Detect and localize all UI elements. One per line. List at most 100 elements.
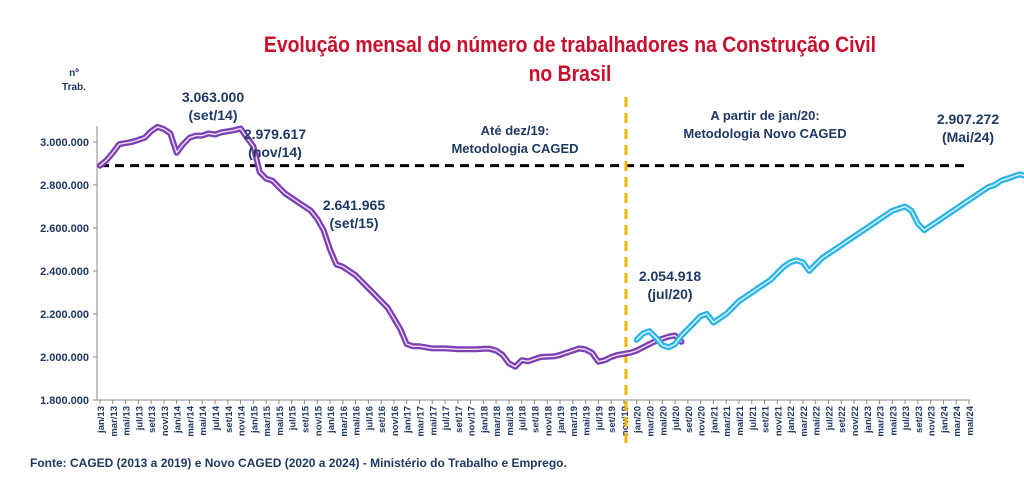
x-tick-label: jan/15	[249, 405, 260, 434]
x-tick-label: nov/17	[467, 406, 478, 436]
x-tick-label: jan/16	[326, 406, 337, 434]
x-tick-label: set/17	[454, 406, 465, 433]
x-tick-label: set/20	[684, 406, 695, 433]
x-tick-label: jan/19	[556, 406, 567, 434]
x-tick-label: mar/16	[339, 406, 350, 437]
x-tick-label: jul/13	[134, 406, 145, 431]
x-tick-label: nov/18	[543, 406, 554, 436]
x-tick-label: mar/14	[185, 405, 196, 436]
x-tick-label: nov/20	[697, 406, 708, 436]
x-tick-label: jul/15	[288, 405, 299, 431]
x-tick-label: jan/20	[633, 406, 644, 434]
annotation-novo-line1: A partir de jan/20:	[710, 108, 819, 123]
x-tick-label: set/18	[531, 406, 542, 433]
annotation-sep14-line1: 3.063.000	[182, 89, 244, 105]
y-tick-label: 1.800.000	[40, 395, 89, 407]
annotation-caged-line1: Até dez/19:	[481, 123, 550, 138]
x-tick-label: jul/16	[364, 406, 375, 431]
y-axis-unit-line2: Trab.	[62, 82, 86, 93]
caged-series-line-highlight	[99, 126, 683, 368]
x-tick-label: set/22	[837, 406, 848, 433]
x-tick-label: set/13	[147, 406, 158, 433]
x-tick-label: mai/23	[888, 406, 899, 436]
x-tick-label: set/19	[607, 406, 618, 433]
x-tick-label: mai/21	[735, 405, 746, 435]
x-tick-label: jan/18	[479, 406, 490, 434]
novo-caged-series-line	[633, 171, 1024, 351]
x-tick-label: set/23	[914, 406, 925, 433]
novo-caged-series-line-highlight	[636, 173, 1024, 348]
annotation-may24-line1: 2.907.272	[937, 111, 999, 127]
x-tick-label: jan/22	[786, 406, 797, 434]
x-tick-label: mar/13	[109, 406, 120, 437]
x-tick-label: set/15	[300, 405, 311, 433]
x-tick-label: mar/21	[722, 405, 733, 436]
x-tick-label: mar/22	[799, 406, 810, 437]
y-tick-label: 2.600.000	[40, 223, 89, 235]
x-tick-label: jul/22	[824, 406, 835, 431]
annotation-nov14-line2: (nov/14)	[248, 144, 302, 160]
x-tick-label: jul/20	[671, 406, 682, 431]
annotation-caged-line2: Metodologia CAGED	[451, 141, 578, 156]
x-tick-label: mai/13	[122, 406, 133, 436]
y-tick-label: 2.400.000	[40, 266, 89, 278]
source-note: Fonte: CAGED (2013 a 2019) e Novo CAGED …	[30, 456, 567, 470]
annotation-may24-line2: (Mai/24)	[942, 129, 994, 145]
annotation-sep15-line2: (set/15)	[329, 215, 378, 231]
y-tick-label: 2.000.000	[40, 352, 89, 364]
y-axis-unit-line1: nº	[69, 68, 79, 79]
x-tick-label: jul/21	[748, 405, 759, 431]
x-tick-label: mai/17	[428, 406, 439, 436]
x-tick-label: mar/15	[262, 405, 273, 436]
annotation-jul20-line2: (jul/20)	[647, 286, 692, 302]
x-tick-label: nov/13	[160, 406, 171, 436]
x-tick-label: mai/19	[582, 406, 593, 436]
x-tick-label: jan/24	[939, 405, 950, 434]
x-tick-label: set/14	[224, 405, 235, 433]
x-tick-label: mai/20	[658, 406, 669, 436]
x-tick-label: mar/19	[569, 406, 580, 437]
x-tick-label: jul/17	[441, 406, 452, 431]
x-tick-label: mai/18	[505, 406, 516, 436]
x-tick-label: nov/22	[850, 406, 861, 436]
annotation-nov14-line1: 2.979.617	[244, 126, 306, 142]
annotation-jul20-line1: 2.054.918	[639, 268, 701, 284]
x-tick-label: mar/23	[876, 406, 887, 437]
chart-title: Evolução mensal do número de trabalhador…	[218, 30, 922, 88]
x-tick-label: mar/18	[492, 406, 503, 437]
x-tick-label: jan/17	[403, 406, 414, 434]
x-tick-label: jul/23	[901, 406, 912, 431]
x-tick-label: mai/15	[275, 405, 286, 435]
x-tick-label: set/16	[377, 406, 388, 433]
x-tick-label: mai/16	[352, 406, 363, 436]
x-tick-label: mai/14	[198, 405, 209, 435]
x-tick-label: nov/21	[773, 405, 784, 436]
annotation-sep14-line2: (set/14)	[188, 107, 237, 123]
x-tick-label: jan/13	[96, 406, 107, 434]
y-tick-label: 2.200.000	[40, 309, 89, 321]
annotation-sep15-line1: 2.641.965	[323, 197, 385, 213]
y-axis-unit: nº Trab.	[52, 67, 96, 95]
x-tick-label: mai/22	[812, 406, 823, 436]
x-tick-label: nov/23	[927, 406, 938, 436]
x-tick-label: mai/24	[965, 405, 976, 435]
x-tick-label: nov/16	[390, 406, 401, 436]
y-tick-label: 2.800.000	[40, 180, 89, 192]
x-tick-label: mar/20	[646, 406, 657, 437]
x-tick-label: jan/23	[863, 406, 874, 434]
chart-title-line2: no Brasil	[528, 61, 612, 86]
caged-series-line	[97, 123, 685, 370]
chart-title-line1: Evolução mensal do número de trabalhador…	[263, 32, 877, 57]
x-tick-label: nov/14	[237, 405, 248, 436]
x-tick-label: mar/17	[415, 406, 426, 437]
x-tick-label: nov/15	[313, 405, 324, 436]
x-tick-label: jan/21	[709, 405, 720, 434]
x-tick-label: jan/14	[173, 405, 184, 434]
x-tick-label: jul/14	[211, 405, 222, 431]
x-tick-label: mar/24	[952, 405, 963, 436]
x-tick-label: jul/19	[594, 406, 605, 431]
x-tick-label: jul/18	[518, 406, 529, 431]
x-tick-label: set/21	[761, 405, 772, 433]
annotation-novo-line2: Metodologia Novo CAGED	[683, 126, 846, 141]
